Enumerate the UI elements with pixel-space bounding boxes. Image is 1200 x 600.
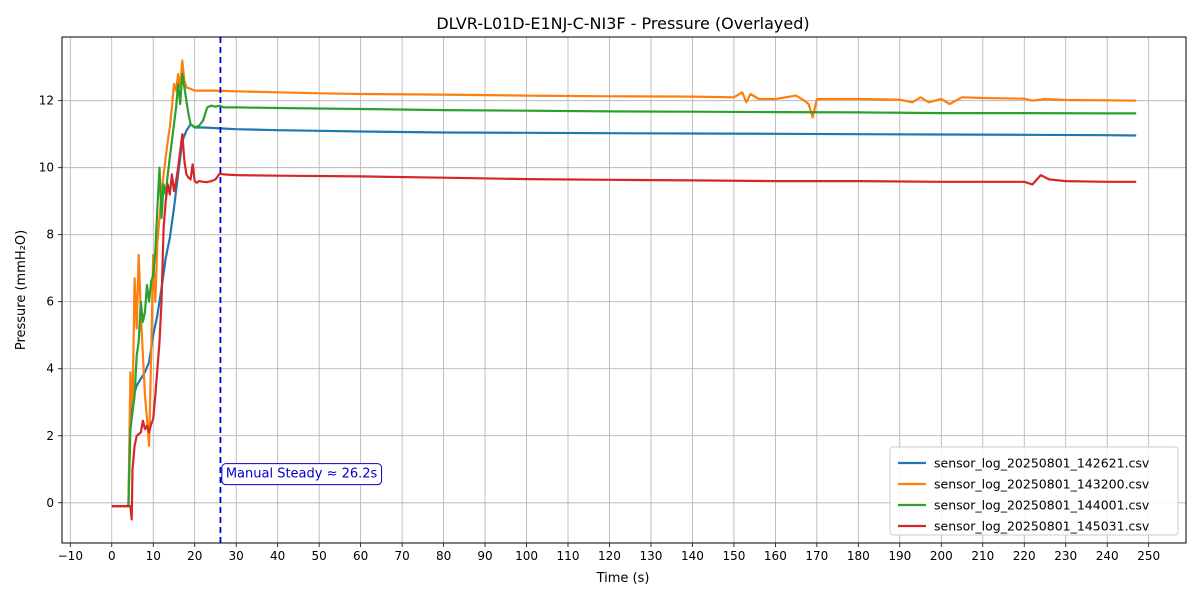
x-tick-label: 180 (847, 549, 870, 563)
legend-label: sensor_log_20250801_143200.csv (934, 477, 1150, 492)
y-axis-title: Pressure (mmH₂O) (14, 230, 29, 350)
x-tick-label: 60 (353, 549, 368, 563)
series-layer (111, 59, 1137, 521)
annotation-text: Manual Steady ≈ 26.2s (226, 467, 378, 482)
x-tick-label: 100 (515, 549, 538, 563)
x-tick-label: 40 (270, 549, 285, 563)
x-tick-label: 150 (722, 549, 745, 563)
x-tick-label: 210 (971, 549, 994, 563)
x-tick-label: 250 (1137, 549, 1160, 563)
x-tick-label: 0 (108, 549, 116, 563)
x-tick-label: 170 (805, 549, 828, 563)
chart-title: DLVR-L01D-E1NJ-C-NI3F - Pressure (Overla… (436, 14, 809, 33)
x-tick-label: −10 (58, 549, 83, 563)
x-tick-label: 240 (1096, 549, 1119, 563)
legend-label: sensor_log_20250801_144001.csv (934, 498, 1150, 513)
x-tick-label: 30 (229, 549, 244, 563)
y-tick-label: 10 (39, 161, 54, 175)
y-tick-label: 0 (46, 496, 54, 510)
x-tick-label: 80 (436, 549, 451, 563)
y-tick-label: 4 (46, 362, 54, 376)
legend-label: sensor_log_20250801_145031.csv (934, 519, 1150, 534)
series-line-4 (111, 133, 1137, 521)
x-tick-label: 90 (477, 549, 492, 563)
legend-box (889, 446, 1179, 536)
y-tick-label: 6 (46, 295, 54, 309)
x-tick-label: 130 (640, 549, 663, 563)
x-tick-label: 20 (187, 549, 202, 563)
x-tick-label: 190 (888, 549, 911, 563)
x-tick-label: 230 (1054, 549, 1077, 563)
x-tick-label: 140 (681, 549, 704, 563)
x-tick-label: 70 (394, 549, 409, 563)
y-tick-label: 12 (39, 94, 54, 108)
x-tick-label: 110 (557, 549, 580, 563)
x-tick-label: 10 (146, 549, 161, 563)
legend: sensor_log_20250801_142621.csv sensor_log… (889, 446, 1179, 536)
x-axis-title: Time (s) (596, 571, 650, 586)
legend-label: sensor_log_20250801_142621.csv (934, 456, 1150, 471)
plot-frame (61, 36, 1187, 544)
y-tick-label: 8 (46, 228, 54, 242)
x-tick-label: 160 (764, 549, 787, 563)
x-tick-label: 200 (930, 549, 953, 563)
ticks: −10 0 10 20 30 40 50 60 70 80 90 100 110 120 130 140 150… (39, 94, 1160, 563)
y-tick-label: 2 (46, 429, 54, 443)
x-tick-label: 50 (312, 549, 327, 563)
annotation-layer: Manual Steady ≈ 26.2s (219, 37, 383, 543)
x-tick-label: 220 (1013, 549, 1036, 563)
series-line-3 (111, 72, 1137, 508)
annotation-box (221, 463, 383, 486)
x-tick-label: 120 (598, 549, 621, 563)
